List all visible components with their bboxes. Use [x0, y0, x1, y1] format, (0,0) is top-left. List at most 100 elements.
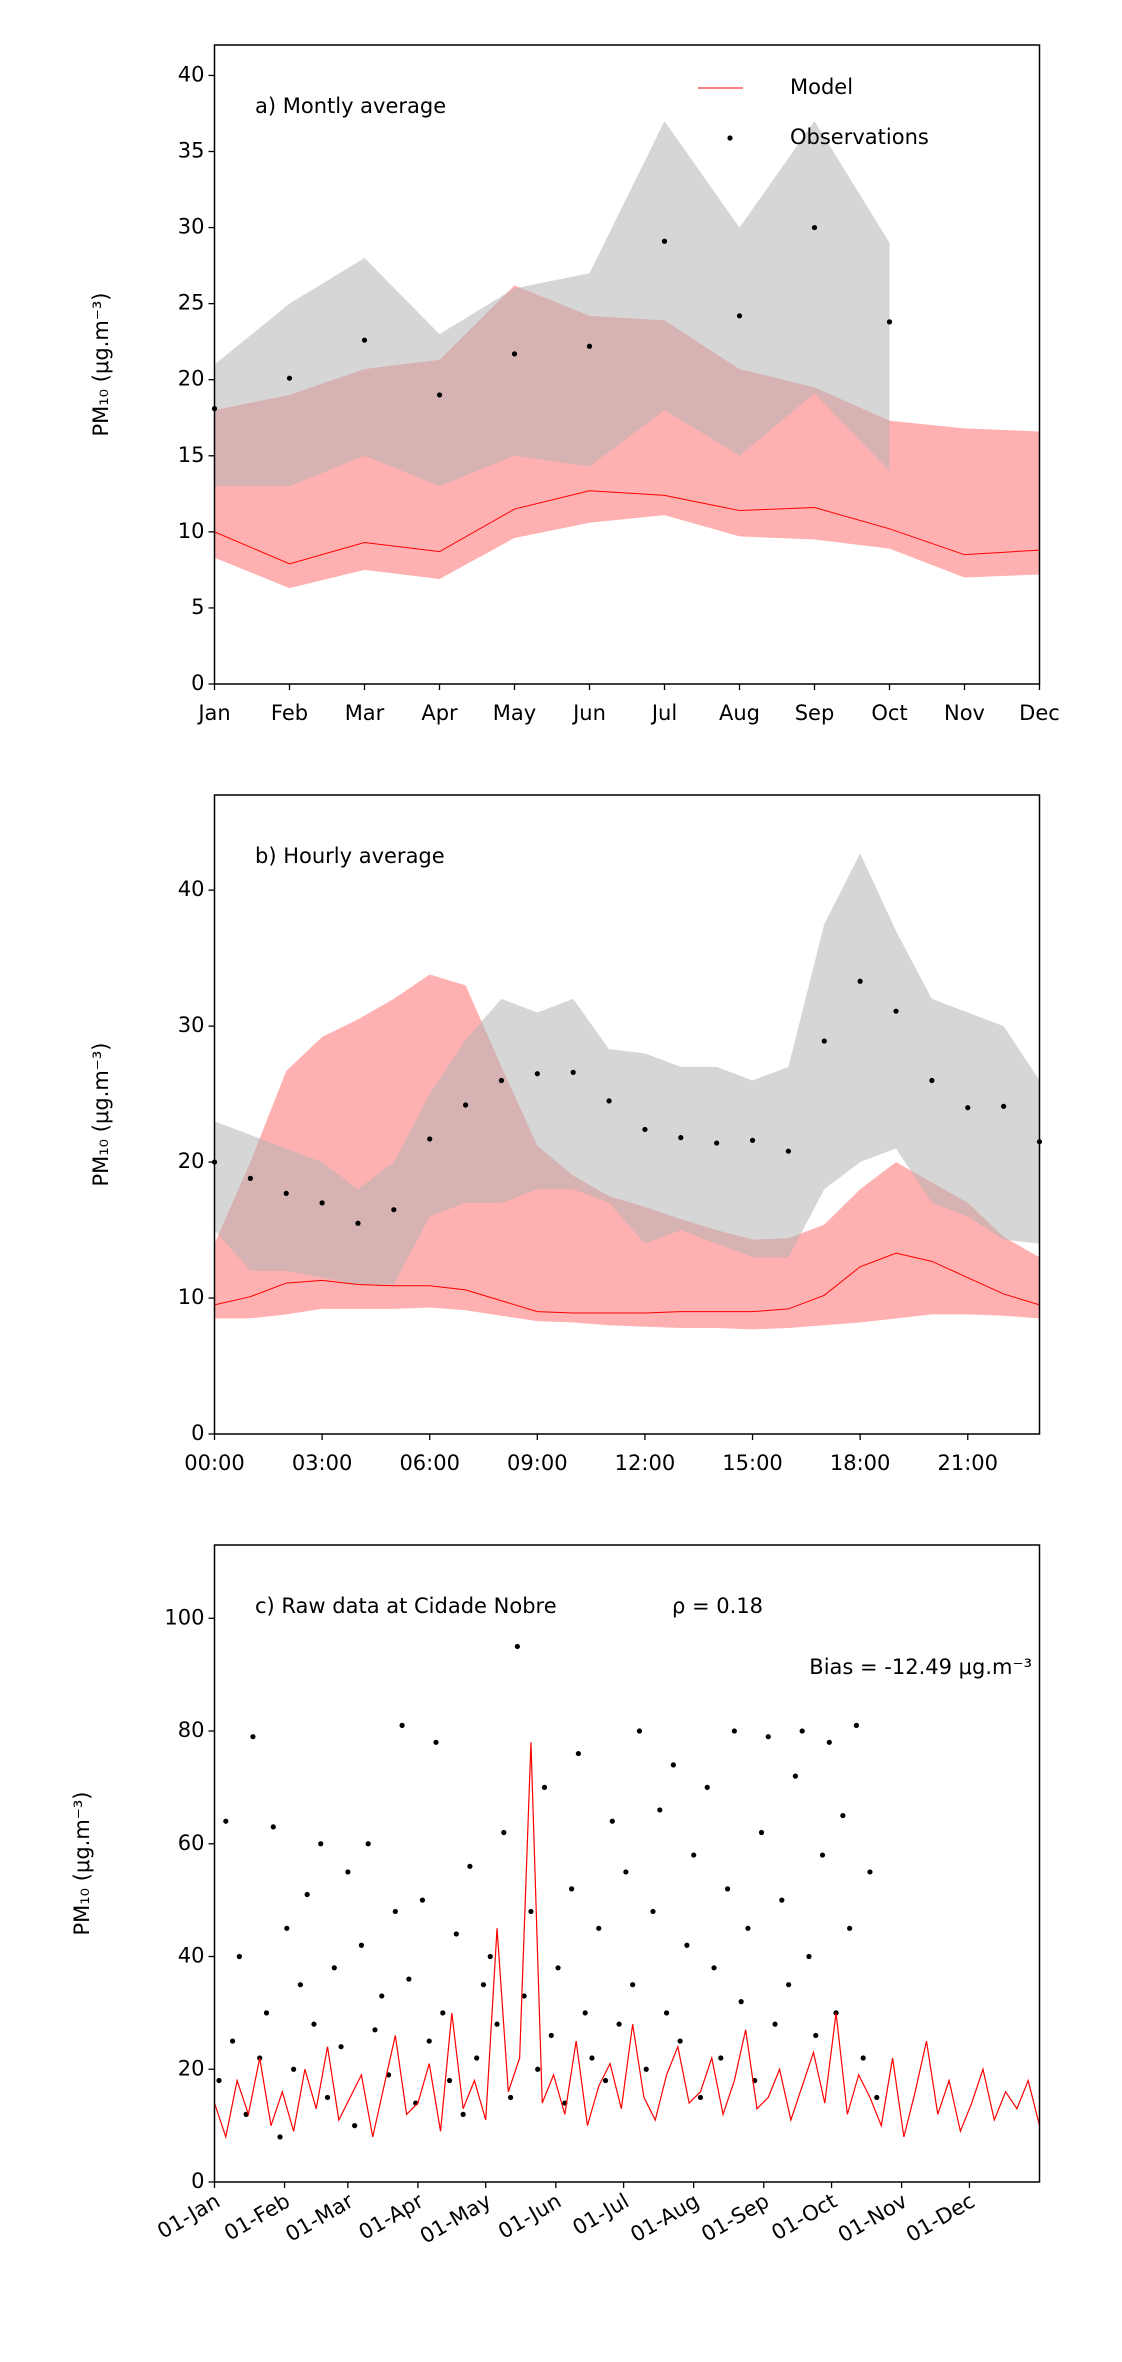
observation-dot: [813, 2032, 819, 2039]
observation-dot: [548, 2032, 554, 2039]
y-tick-label: 0: [191, 1421, 204, 1445]
observation-dot: [324, 2094, 331, 2101]
observation-dot: [677, 2038, 683, 2044]
panel-title: a) Montly average: [255, 94, 446, 118]
x-tick-label: 01-Mar: [281, 2189, 357, 2247]
observation-dot: [840, 1812, 846, 1819]
observation-dot: [731, 1728, 737, 1734]
model-line: [213, 1742, 1041, 2140]
y-tick-label: 20: [178, 367, 205, 391]
x-tick-label: 18:00: [830, 1451, 891, 1475]
x-tick-label: 01-Jan: [153, 2189, 224, 2244]
observation-dot: [436, 392, 443, 398]
observation-dot: [609, 1818, 615, 1824]
observation-dot: [372, 2027, 378, 2033]
x-tick-label: 01-Jun: [494, 2189, 565, 2244]
x-tick-label: 01-Nov: [834, 2189, 911, 2247]
x-tick-label: 21:00: [937, 1451, 998, 1475]
observation-dot: [678, 1135, 684, 1141]
observation-dot: [670, 1762, 676, 1768]
observation-dot: [630, 1982, 636, 1988]
observation-dot: [772, 2021, 778, 2027]
observation-dot: [857, 978, 863, 984]
x-tick-label: Aug: [719, 701, 760, 725]
y-tick-label: 30: [178, 215, 205, 239]
observation-dot: [758, 1829, 765, 1836]
observation-dot: [291, 2066, 297, 2072]
observation-dot: [391, 1207, 397, 1213]
observation-dot: [358, 1942, 365, 1948]
observation-dot: [811, 224, 818, 231]
y-tick-label: 0: [191, 671, 204, 695]
observation-dot: [582, 2010, 588, 2016]
observation-dot: [514, 1643, 520, 1650]
observation-dot: [521, 1993, 527, 1999]
observation-dot: [284, 1925, 290, 1931]
x-tick-label: 01-Oct: [767, 2189, 841, 2245]
observation-dot: [586, 343, 593, 349]
observation-dot: [1001, 1103, 1007, 1109]
observation-dot: [399, 1722, 405, 1728]
observation-dot: [361, 337, 368, 343]
observation-dot: [263, 2010, 270, 2016]
observation-dot: [847, 1925, 853, 1931]
observation-dot: [589, 2055, 595, 2061]
y-tick-label: 15: [178, 443, 205, 467]
observation-dot: [555, 1965, 561, 1971]
observation-dot: [965, 1105, 971, 1111]
observation-dot: [535, 2066, 541, 2072]
x-tick-label: Jan: [196, 701, 230, 725]
x-tick-label: 12:00: [615, 1451, 676, 1475]
observation-dot: [338, 2044, 344, 2050]
model-line: [214, 1252, 1040, 1314]
observation-dot: [319, 1200, 325, 1206]
band: [214, 121, 890, 487]
observation-dot: [718, 2055, 724, 2061]
observation-dot: [691, 1852, 697, 1858]
observation-dot: [480, 1982, 487, 1988]
x-tick-label: Sep: [795, 701, 835, 725]
y-tick-label: 0: [191, 2169, 204, 2193]
x-tick-label: 06:00: [399, 1451, 460, 1475]
x-tick-label: Oct: [871, 701, 907, 725]
observation-dot: [528, 1908, 534, 1915]
observation-dot: [704, 1784, 710, 1790]
x-tick-label: May: [493, 701, 536, 725]
observation-dot: [460, 2111, 466, 2117]
correlation: ρ = 0.18: [672, 1594, 763, 1618]
observation-dot: [453, 1931, 459, 1937]
observation-dot: [606, 1098, 612, 1104]
observation-dot: [223, 1818, 229, 1824]
observation-dot: [440, 2010, 446, 2016]
observation-dot: [714, 1140, 720, 1146]
y-tick-label: 10: [178, 1285, 205, 1309]
observation-dot: [392, 1908, 398, 1915]
observation-dot: [352, 2123, 358, 2129]
x-tick-label: 01-Dec: [902, 2189, 979, 2247]
observation-dot: [779, 1897, 785, 1903]
x-tick-label: 00:00: [184, 1451, 245, 1475]
observation-dot: [446, 2077, 453, 2084]
observation-dot: [643, 2066, 649, 2072]
panel-title: c) Raw data at Cidade Nobre: [255, 1594, 557, 1618]
observation-dot: [806, 1953, 812, 1960]
observation-dot: [765, 1734, 771, 1740]
observation-dot: [427, 1136, 433, 1142]
x-tick-label: Feb: [271, 701, 308, 725]
observation-dot: [487, 1953, 493, 1960]
observation-dot: [507, 2094, 514, 2101]
observation-dot: [569, 1886, 575, 1892]
observation-dot: [498, 1077, 505, 1084]
observation-dot: [304, 1891, 310, 1898]
observation-dot: [792, 1773, 798, 1779]
observation-dot: [724, 1886, 731, 1892]
x-tick-label: Dec: [1019, 701, 1060, 725]
observation-dot: [821, 1038, 827, 1044]
observation-dot: [277, 2134, 283, 2140]
observation-dot: [331, 1965, 337, 1971]
observation-dot: [893, 1008, 899, 1014]
x-tick-label: 03:00: [292, 1451, 353, 1475]
observation-dot: [379, 1993, 385, 1999]
observation-dot: [786, 1982, 792, 1988]
observation-dot: [684, 1942, 690, 1948]
